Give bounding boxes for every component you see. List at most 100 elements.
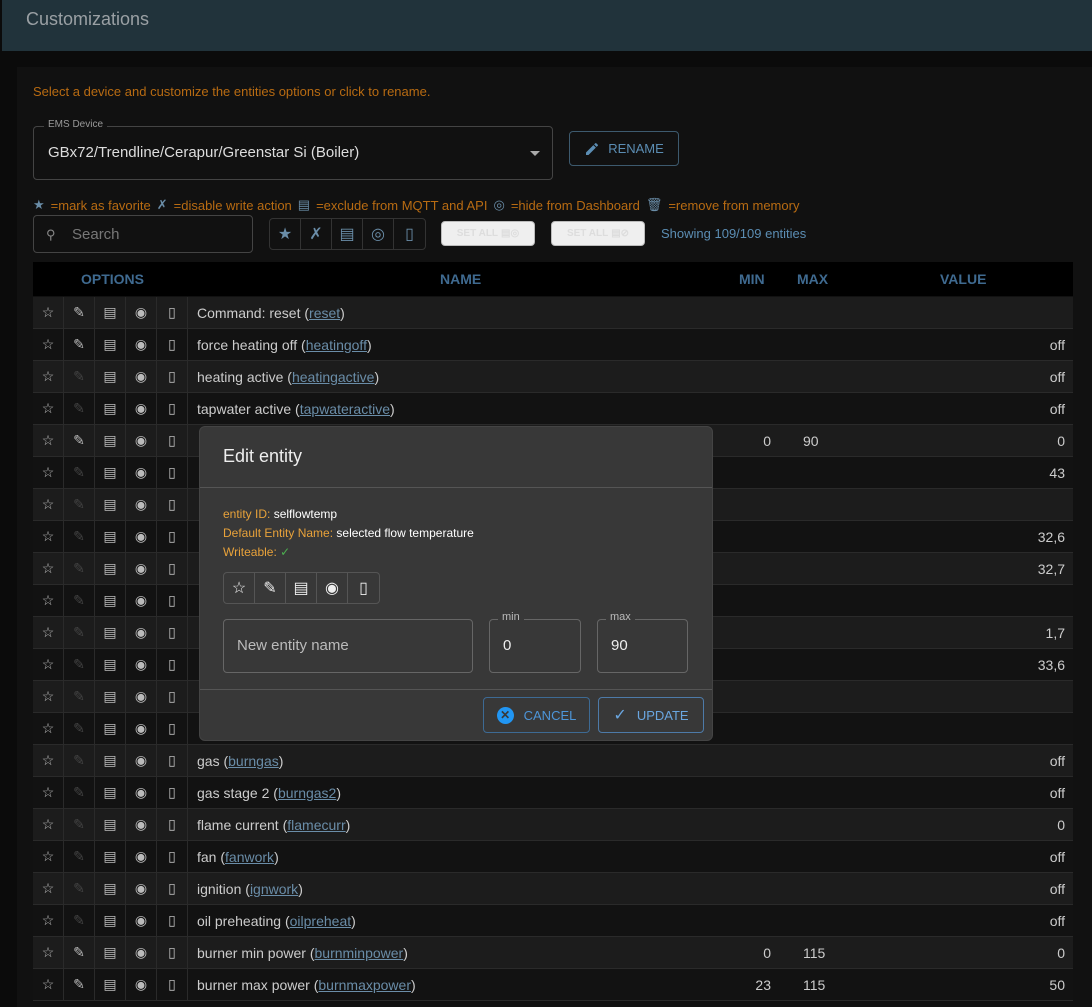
comment-icon[interactable]: ▤: [95, 393, 126, 424]
trash-icon[interactable]: ▯: [157, 489, 188, 520]
table-row[interactable]: ☆ ✎ ▤ ◉ ▯ tapwater active (tapwateractiv…: [33, 393, 1073, 425]
entity-name[interactable]: Command: reset (reset): [197, 305, 345, 321]
table-row[interactable]: ☆ ✎ ▤ ◉ ▯ burner min power (burnminpower…: [33, 937, 1073, 969]
device-select[interactable]: EMS Device GBx72/Trendline/Cerapur/Green…: [33, 119, 553, 180]
entity-id-link[interactable]: oilpreheat: [289, 913, 352, 929]
trash-icon[interactable]: ▯: [157, 393, 188, 424]
trash-icon[interactable]: ▯: [157, 649, 188, 680]
trash-icon[interactable]: ▯: [157, 297, 188, 328]
set-all-enable-button[interactable]: SET ALL ▤◎: [441, 221, 535, 246]
max-input[interactable]: max 90: [597, 611, 688, 673]
pencil-icon[interactable]: ✎: [64, 617, 95, 648]
write-toggle[interactable]: ✎: [255, 573, 286, 603]
trash-icon[interactable]: ▯: [157, 873, 188, 904]
eye-icon[interactable]: ◉: [126, 489, 157, 520]
eye-icon[interactable]: ◉: [126, 681, 157, 712]
pencil-icon[interactable]: ✎: [64, 297, 95, 328]
comment-icon[interactable]: ▤: [95, 905, 126, 936]
entity-id-link[interactable]: burnmaxpower: [318, 977, 411, 993]
favorite-star-icon[interactable]: ☆: [33, 553, 64, 584]
entity-id-link[interactable]: tapwateractive: [299, 401, 391, 417]
favorite-star-icon[interactable]: ☆: [33, 617, 64, 648]
favorite-star-icon[interactable]: ☆: [33, 681, 64, 712]
trash-icon[interactable]: ▯: [157, 681, 188, 712]
favorite-star-icon[interactable]: ☆: [33, 361, 64, 392]
table-row[interactable]: ☆ ✎ ▤ ◉ ▯ heating active (heatingactive)…: [33, 361, 1073, 393]
trash-icon[interactable]: ▯: [157, 777, 188, 808]
entity-id-link[interactable]: heatingactive: [291, 369, 375, 385]
table-row[interactable]: ☆ ✎ ▤ ◉ ▯ oil preheating (oilpreheat) of…: [33, 905, 1073, 937]
comment-icon[interactable]: ▤: [95, 777, 126, 808]
favorite-star-icon[interactable]: ☆: [33, 873, 64, 904]
pencil-icon[interactable]: ✎: [64, 521, 95, 552]
pencil-icon[interactable]: ✎: [64, 393, 95, 424]
favorite-star-icon[interactable]: ☆: [33, 489, 64, 520]
eye-icon[interactable]: ◉: [126, 809, 157, 840]
pencil-icon[interactable]: ✎: [64, 681, 95, 712]
comment-icon[interactable]: ▤: [95, 329, 126, 360]
pencil-icon[interactable]: ✎: [64, 329, 95, 360]
min-input[interactable]: min 0: [489, 611, 581, 673]
eye-icon[interactable]: ◉: [126, 297, 157, 328]
table-row[interactable]: ☆ ✎ ▤ ◉ ▯ fan (fanwork) off: [33, 841, 1073, 873]
entity-id-link[interactable]: fanwork: [225, 849, 275, 865]
favorite-star-icon[interactable]: ☆: [33, 969, 64, 1000]
dashboard-toggle[interactable]: ◉: [317, 573, 348, 603]
pencil-icon[interactable]: ✎: [64, 553, 95, 584]
header-name[interactable]: NAME: [440, 271, 482, 287]
eye-icon[interactable]: ◉: [126, 745, 157, 776]
trash-icon[interactable]: ▯: [157, 521, 188, 552]
entity-name[interactable]: ignition (ignwork): [197, 881, 303, 897]
pencil-icon[interactable]: ✎: [64, 937, 95, 968]
eye-icon[interactable]: ◉: [126, 713, 157, 744]
pencil-icon[interactable]: ✎: [64, 489, 95, 520]
favorite-toggle[interactable]: ☆: [224, 573, 255, 603]
entity-id-link[interactable]: ignwork: [249, 881, 299, 897]
trash-icon[interactable]: ▯: [157, 969, 188, 1000]
entity-name[interactable]: heating active (heatingactive): [197, 369, 380, 385]
filter-hide-toggle[interactable]: ◎: [363, 219, 394, 249]
favorite-star-icon[interactable]: ☆: [33, 649, 64, 680]
eye-icon[interactable]: ◉: [126, 873, 157, 904]
favorite-star-icon[interactable]: ☆: [33, 777, 64, 808]
pencil-icon[interactable]: ✎: [64, 745, 95, 776]
rename-button[interactable]: RENAME: [569, 131, 679, 166]
comment-icon[interactable]: ▤: [95, 457, 126, 488]
favorite-star-icon[interactable]: ☆: [33, 393, 64, 424]
comment-icon[interactable]: ▤: [95, 681, 126, 712]
entity-name[interactable]: tapwater active (tapwateractive): [197, 401, 395, 417]
favorite-star-icon[interactable]: ☆: [33, 457, 64, 488]
comment-icon[interactable]: ▤: [95, 361, 126, 392]
favorite-star-icon[interactable]: ☆: [33, 905, 64, 936]
eye-icon[interactable]: ◉: [126, 521, 157, 552]
favorite-star-icon[interactable]: ☆: [33, 937, 64, 968]
table-row[interactable]: ☆ ✎ ▤ ◉ ▯ ignition (ignwork) off: [33, 873, 1073, 905]
comment-icon[interactable]: ▤: [95, 809, 126, 840]
pencil-icon[interactable]: ✎: [64, 649, 95, 680]
trash-icon[interactable]: ▯: [157, 841, 188, 872]
entity-id-link[interactable]: reset: [309, 305, 341, 321]
entity-name[interactable]: burner min power (burnminpower): [197, 945, 408, 961]
favorite-star-icon[interactable]: ☆: [33, 329, 64, 360]
trash-icon[interactable]: ▯: [157, 937, 188, 968]
table-row[interactable]: ☆ ✎ ▤ ◉ ▯ burner max power (burnmaxpower…: [33, 969, 1073, 1001]
entity-name[interactable]: fan (fanwork): [197, 849, 279, 865]
pencil-icon[interactable]: ✎: [64, 425, 95, 456]
pencil-icon[interactable]: ✎: [64, 713, 95, 744]
comment-icon[interactable]: ▤: [95, 713, 126, 744]
favorite-star-icon[interactable]: ☆: [33, 425, 64, 456]
favorite-star-icon[interactable]: ☆: [33, 713, 64, 744]
eye-icon[interactable]: ◉: [126, 905, 157, 936]
comment-icon[interactable]: ▤: [95, 553, 126, 584]
remove-toggle[interactable]: ▯: [359, 580, 368, 597]
eye-icon[interactable]: ◉: [126, 617, 157, 648]
filter-exclude-toggle[interactable]: ▤: [332, 219, 363, 249]
table-row[interactable]: ☆ ✎ ▤ ◉ ▯ flame current (flamecurr) 0: [33, 809, 1073, 841]
eye-icon[interactable]: ◉: [126, 969, 157, 1000]
comment-icon[interactable]: ▤: [95, 617, 126, 648]
eye-icon[interactable]: ◉: [126, 649, 157, 680]
cancel-button[interactable]: ✕ CANCEL: [483, 697, 590, 733]
comment-icon[interactable]: ▤: [95, 745, 126, 776]
eye-icon[interactable]: ◉: [126, 585, 157, 616]
favorite-star-icon[interactable]: ☆: [33, 809, 64, 840]
